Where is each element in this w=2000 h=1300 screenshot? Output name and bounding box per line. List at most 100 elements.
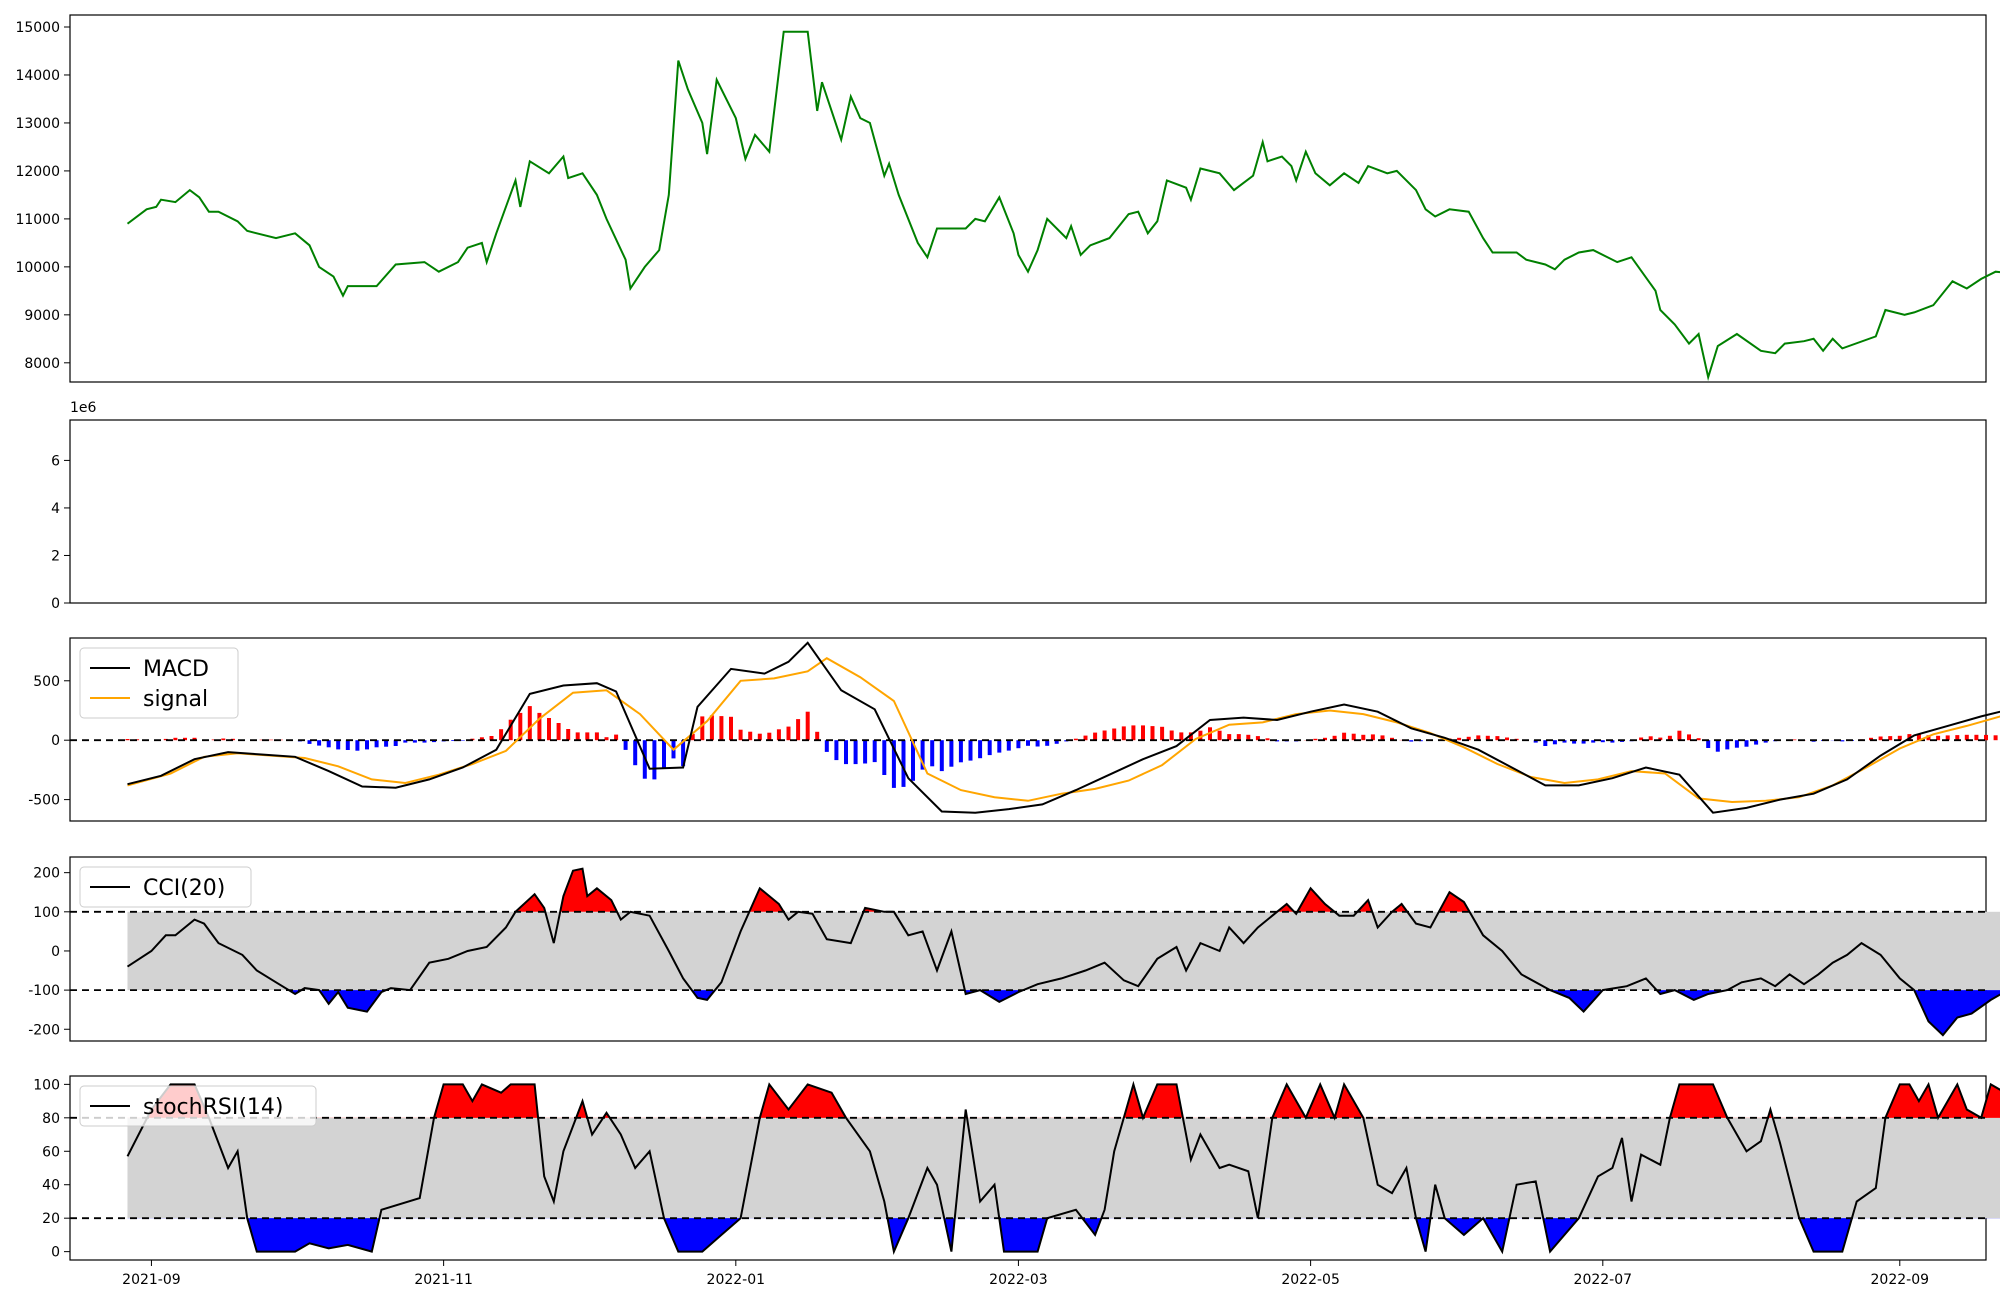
y-tick-label: 9000	[24, 308, 60, 324]
oversold-fill	[127, 1218, 2000, 1252]
panel-frame	[69, 637, 1987, 822]
macd-histogram-bar	[1026, 740, 1030, 746]
macd-histogram-bar	[479, 737, 484, 741]
macd-histogram-bar	[1926, 735, 1931, 741]
cci-panel: -200 -100 0 100 200 CCI(20)	[28, 856, 2000, 1042]
macd-histogram-bar	[662, 740, 666, 769]
macd-histogram-bar	[1160, 726, 1165, 741]
macd-histogram-bar	[499, 729, 504, 741]
y-tick-label: 13000	[15, 116, 60, 132]
macd-histogram-bar	[1667, 735, 1672, 741]
macd-histogram-bar	[451, 740, 456, 741]
y-tick-label: 0	[51, 596, 60, 612]
y-tick-label: 20	[42, 1211, 60, 1227]
macd-histogram-bar	[1993, 735, 1998, 741]
macd-histogram-bar	[556, 723, 561, 741]
macd-histogram-bar	[1342, 732, 1347, 741]
macd-histogram-bar	[1083, 735, 1088, 741]
y-tick-label: 500	[33, 674, 60, 690]
y-tick-label: 0	[51, 1245, 60, 1261]
macd-histogram-bar	[1313, 738, 1318, 741]
legend-label: MACD	[143, 657, 209, 682]
y-tick-label: -200	[28, 1022, 60, 1038]
macd-histogram-bar	[1466, 736, 1471, 741]
date-axis: 2021-09 2021-11 2022-01 2022-03 2022-05 2022-…	[122, 1260, 1929, 1288]
macd-histogram-bar	[211, 739, 216, 741]
macd-histogram-bar	[489, 736, 494, 741]
macd-histogram-bar	[901, 740, 906, 787]
x-tick-label: 2022-05	[1281, 1272, 1340, 1288]
macd-histogram-bar	[882, 740, 887, 775]
macd-histogram-bar	[1677, 730, 1682, 741]
macd-histogram-bar	[681, 740, 686, 767]
macd-histogram-bar	[393, 740, 398, 746]
macd-histogram-bar	[748, 731, 753, 741]
macd-histogram-bar	[1687, 734, 1691, 741]
macd-histogram-bar	[422, 740, 427, 743]
macd-histogram-bar	[1964, 734, 1969, 741]
macd-histogram-bar	[891, 740, 896, 788]
macd-histogram-bar	[1840, 740, 1845, 742]
panel-frame	[69, 419, 1987, 604]
x-tick-label: 2022-01	[707, 1272, 766, 1288]
macd-histogram-bar	[403, 740, 408, 743]
macd-histogram-bar	[192, 737, 197, 741]
macd-histogram-bar	[1236, 734, 1241, 741]
indicator-line	[126, 867, 2000, 1037]
macd-histogram-bar	[1955, 735, 1960, 741]
macd-histogram-bar	[1792, 739, 1797, 741]
legend-label: signal	[143, 687, 208, 712]
legend-label: CCI(20)	[143, 876, 225, 901]
macd-histogram-bar	[1016, 740, 1021, 749]
macd-histogram-bar	[1188, 732, 1193, 741]
legend-label: stochRSI(14)	[143, 1095, 284, 1120]
x-tick-label: 2021-09	[122, 1272, 181, 1288]
y-tick-label: 4	[51, 501, 60, 517]
macd-histogram-bar	[1984, 734, 1988, 741]
macd-histogram-bar	[594, 732, 599, 741]
stochrsi-panel: 0 20 40 60 80 100 stochRSI(14)	[33, 1075, 2000, 1261]
macd-histogram-bar	[1351, 733, 1356, 741]
neutral-band	[127, 1117, 2000, 1219]
macd-histogram-bar	[1323, 737, 1327, 741]
macd-histogram-bar	[125, 739, 130, 741]
macd-histogram-bar	[307, 740, 312, 744]
macd-histogram-bar	[1878, 736, 1883, 741]
macd-histogram-bar	[690, 733, 695, 741]
macd-histogram-bar	[709, 715, 714, 741]
macd-histogram-bar	[920, 740, 925, 770]
macd-histogram-bar	[872, 740, 877, 763]
macd-histogram-bar	[863, 740, 868, 764]
overbought-fill	[127, 1084, 2000, 1118]
macd-histogram-bar	[1734, 740, 1739, 748]
macd-histogram-bar	[1380, 735, 1385, 741]
y-tick-label: 14000	[15, 68, 60, 84]
macd-histogram-bar	[1936, 735, 1941, 741]
macd-histogram-bar	[1332, 735, 1337, 741]
macd-histogram-bar	[1591, 740, 1596, 743]
macd-histogram-bar	[1217, 730, 1222, 741]
macd-histogram-bar	[1533, 740, 1538, 743]
macd-histogram-bar	[518, 712, 523, 741]
macd-histogram-bar	[1179, 732, 1184, 741]
macd-histogram-bar	[1141, 725, 1145, 741]
macd-histogram-bar	[508, 719, 513, 741]
macd-histogram-bar	[269, 739, 274, 741]
macd-histogram-bar	[259, 739, 264, 741]
macd-histogram-bar	[623, 740, 628, 750]
macd-histogram-bar	[1102, 730, 1107, 741]
indicator-line	[126, 1080, 2000, 1255]
macd-histogram-bar	[796, 719, 801, 741]
macd-histogram-bar	[939, 740, 944, 772]
y-tick-label: 11000	[15, 212, 60, 228]
legend-box	[79, 1085, 317, 1127]
x-tick-label: 2022-03	[989, 1272, 1048, 1288]
macd-histogram-bar	[1255, 736, 1260, 741]
macd-histogram-bar	[1485, 735, 1490, 741]
macd-histogram-bar	[460, 740, 465, 741]
macd-histogram-bar	[1543, 740, 1548, 746]
y-tick-label: 60	[42, 1144, 60, 1160]
overbought-fill	[127, 868, 2000, 912]
macd-histogram-bar	[1658, 737, 1663, 741]
